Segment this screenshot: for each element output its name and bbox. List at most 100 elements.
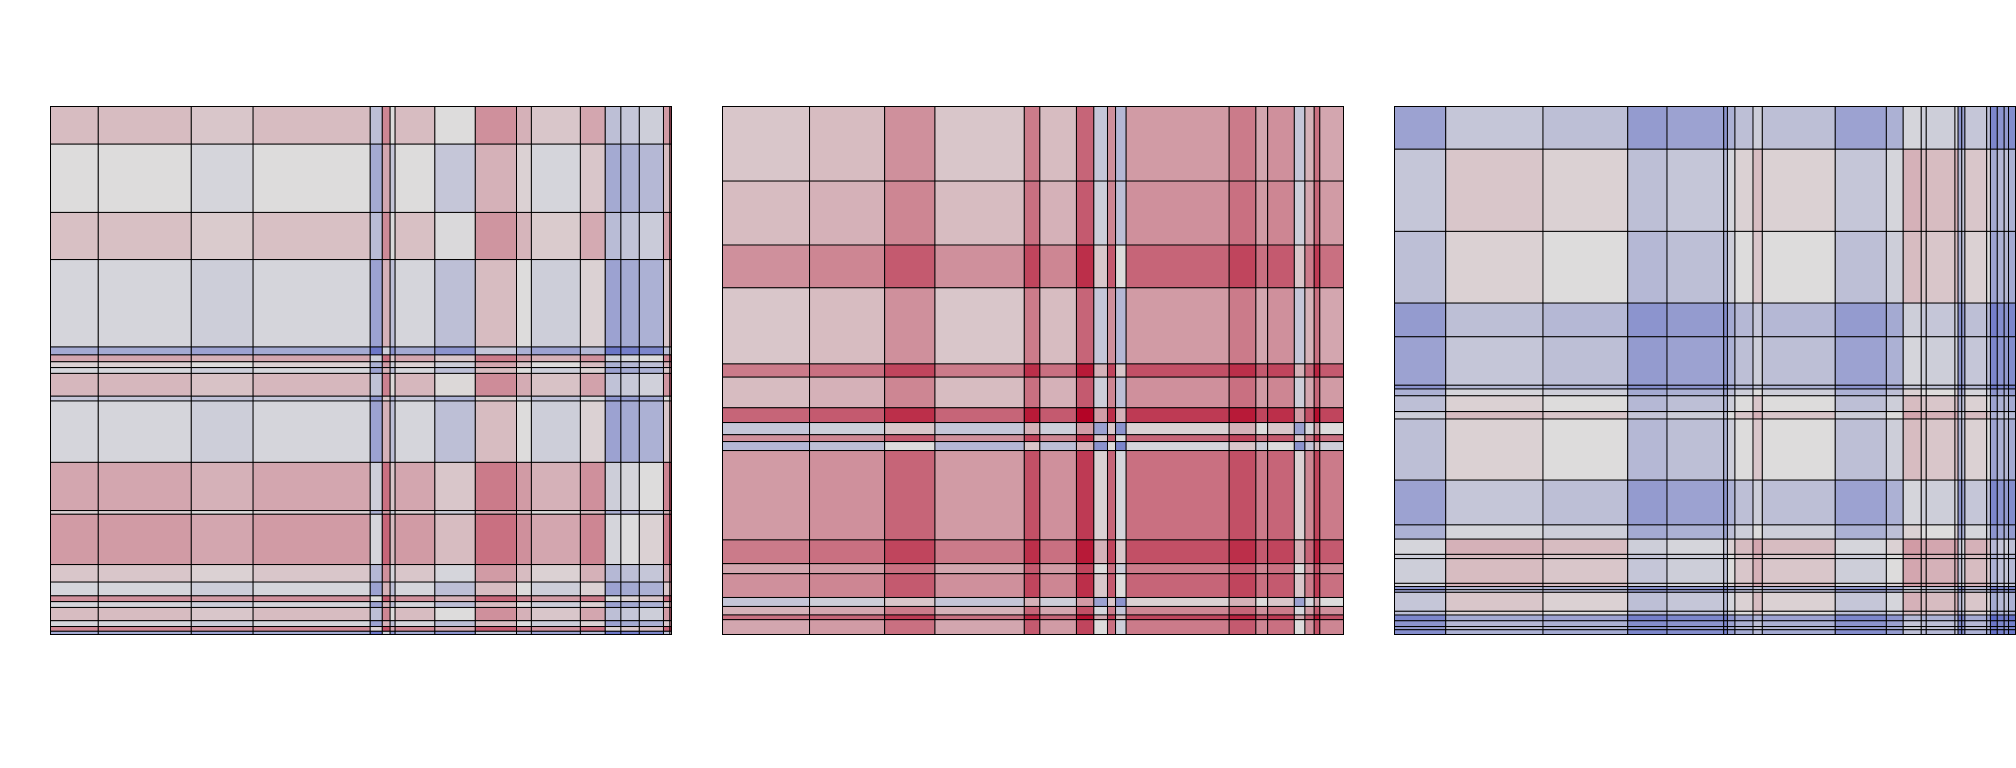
heatmap-cell <box>50 106 99 145</box>
heatmap-cell <box>369 354 383 363</box>
heatmap-cell <box>1726 524 1736 540</box>
heatmap-cell <box>50 361 99 369</box>
heatmap-cell <box>1989 395 1998 413</box>
heatmap-cell <box>1093 450 1108 541</box>
heatmap-cell <box>394 346 436 356</box>
heatmap-cell <box>2003 610 2010 616</box>
heatmap-cell <box>2003 553 2010 560</box>
heatmap-cell <box>1267 434 1295 443</box>
heatmap-cell <box>389 367 396 374</box>
heatmap-cell <box>1752 230 1763 304</box>
heatmap-cell <box>1726 302 1736 338</box>
heatmap-cell <box>1726 411 1736 420</box>
heatmap-cell <box>1125 106 1230 182</box>
heatmap-cell <box>1734 411 1754 420</box>
heatmap-cell <box>1989 553 1998 560</box>
heatmap-cell <box>1319 434 1344 443</box>
heatmap-cell <box>394 564 436 583</box>
heatmap-cell <box>1023 422 1041 436</box>
heatmap-cell <box>662 461 671 512</box>
heatmap-cell <box>50 461 99 512</box>
heatmap-cell <box>1293 450 1306 541</box>
heatmap-cell <box>2008 524 2016 540</box>
heatmap-cell <box>1723 148 1728 232</box>
heatmap-cell <box>394 143 436 213</box>
heatmap-cell <box>809 376 886 409</box>
heatmap-cell <box>1761 620 1836 628</box>
heatmap-cell <box>530 106 581 145</box>
heatmap-cell <box>369 143 383 213</box>
heatmap-cell <box>1255 106 1269 182</box>
heatmap-cell <box>934 573 1025 598</box>
heatmap-cell <box>394 395 436 402</box>
heatmap-cell <box>1666 553 1725 560</box>
heatmap-cell <box>2003 395 2010 413</box>
heatmap-cell <box>1902 591 1922 612</box>
heatmap-cell <box>1542 302 1629 338</box>
heatmap-cell <box>1093 573 1108 598</box>
heatmap-cell <box>434 259 476 348</box>
heatmap-cell <box>1627 524 1668 540</box>
heatmap-cell <box>97 367 192 374</box>
heatmap-cell <box>369 461 383 512</box>
heatmap-cell <box>1920 230 1927 304</box>
heatmap-cell <box>394 510 436 515</box>
heatmap-cell <box>809 619 886 635</box>
heatmap-cell <box>1761 610 1836 616</box>
heatmap-cell <box>2003 418 2010 481</box>
heatmap-cell <box>1989 614 1998 622</box>
heatmap-cell <box>394 106 436 145</box>
heatmap-cell <box>1039 539 1077 565</box>
heatmap-cell <box>1023 180 1041 246</box>
heatmap-cell <box>1666 620 1725 628</box>
heatmap-cell <box>1093 434 1108 443</box>
heatmap-cell <box>389 211 396 261</box>
heatmap-cell <box>1666 591 1725 612</box>
heatmap-cell <box>1313 407 1321 424</box>
heatmap-cell <box>1115 287 1127 365</box>
heatmap-cell <box>97 106 192 145</box>
heatmap-cell <box>1925 418 1956 481</box>
heatmap-frame <box>722 106 1344 635</box>
heatmap-cell <box>1394 418 1447 481</box>
heatmap-cell <box>934 363 1025 378</box>
heatmap-cell <box>934 596 1025 607</box>
heatmap-cell <box>1255 539 1269 565</box>
heatmap-cell <box>1319 619 1344 635</box>
heatmap-cell <box>1666 230 1725 304</box>
heatmap-cell <box>1986 411 1991 420</box>
heatmap-cell <box>394 581 436 597</box>
heatmap-cell <box>1293 539 1306 565</box>
heatmap-cell <box>884 434 936 443</box>
heatmap-cell <box>1723 230 1728 304</box>
heatmap-cell <box>1902 230 1922 304</box>
heatmap-cell <box>97 361 192 369</box>
heatmap-cell <box>381 211 391 261</box>
heatmap-cell <box>1542 591 1629 612</box>
heatmap-cell <box>252 143 371 213</box>
heatmap-cell <box>1125 376 1230 409</box>
heatmap-cell <box>1964 479 1988 526</box>
heatmap-cell <box>1542 614 1629 622</box>
heatmap-cell <box>1627 336 1668 386</box>
heatmap-cell <box>530 367 581 374</box>
heatmap-cell <box>1255 605 1269 616</box>
heatmap-cell <box>50 581 99 597</box>
heatmap-cell <box>1115 596 1127 607</box>
heatmap-cell <box>934 605 1025 616</box>
heatmap-cell <box>1255 407 1269 424</box>
heatmap-cell <box>1228 450 1257 541</box>
heatmap-cell <box>1267 619 1295 635</box>
heatmap-cell <box>662 395 671 402</box>
heatmap-cell <box>394 400 436 463</box>
heatmap-cell <box>1542 538 1629 555</box>
heatmap-cell <box>1023 450 1041 541</box>
heatmap-cell <box>722 244 811 289</box>
heatmap-cell <box>1228 407 1257 424</box>
heatmap-cell <box>1920 302 1927 338</box>
heatmap-cell <box>1106 407 1117 424</box>
heatmap-cell <box>1115 434 1127 443</box>
heatmap-cell <box>1228 363 1257 378</box>
heatmap-cell <box>474 346 518 356</box>
heatmap-cell <box>1293 434 1306 443</box>
